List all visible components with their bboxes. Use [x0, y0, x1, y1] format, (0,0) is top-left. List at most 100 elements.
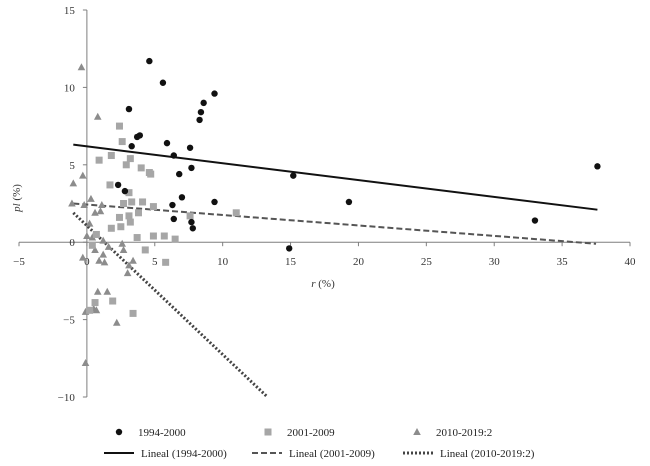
point-square — [125, 212, 133, 220]
point-triangle — [91, 208, 99, 216]
point-circle — [159, 79, 167, 86]
point-square — [109, 297, 117, 305]
x-tick-label: 35 — [557, 256, 569, 268]
point-circle — [163, 139, 171, 147]
point-square — [126, 218, 134, 226]
x-tick-label: 30 — [489, 256, 501, 268]
point-square — [125, 189, 133, 197]
point-square — [115, 122, 123, 130]
point-triangle — [99, 250, 107, 258]
point-square — [141, 246, 149, 254]
legend-marker-circle — [115, 428, 123, 436]
point-circle — [121, 187, 129, 195]
y-tick-label: −5 — [63, 315, 75, 327]
point-triangle — [79, 171, 87, 179]
point-circle — [178, 194, 186, 201]
point-square — [137, 164, 145, 172]
point-triangle — [125, 261, 133, 269]
tick-labels: −5 0 5 10 15 20 25 30 35 40 −10 −5 0 5 10 15 — [13, 5, 636, 404]
legend: 1994-2000 2001-2009 2010-2019:2 Lineal (199… — [104, 427, 535, 460]
point-circle — [176, 170, 183, 178]
point-square — [133, 234, 141, 242]
point-triangle — [68, 199, 76, 207]
point-triangle — [79, 253, 87, 261]
point-circle — [186, 144, 194, 151]
legend-marker-square — [264, 428, 272, 436]
point-circle — [200, 99, 207, 107]
point-circle — [136, 132, 144, 139]
point-triangle — [119, 245, 128, 253]
point-circle — [114, 181, 122, 189]
point-square — [171, 235, 179, 243]
point-square — [107, 152, 115, 160]
y-tick-label: 0 — [69, 237, 75, 249]
point-circle — [290, 172, 297, 179]
legend-label: 2010-2019:2 — [436, 427, 492, 439]
point-square — [126, 155, 134, 163]
point-square — [186, 212, 194, 220]
point-triangle — [93, 112, 102, 120]
point-square — [88, 241, 96, 249]
point-triangle — [69, 179, 78, 187]
point-square — [107, 224, 115, 232]
point-square — [128, 198, 136, 206]
point-circle — [169, 201, 176, 209]
x-axis-title: r (%) — [311, 278, 335, 290]
point-circle — [125, 105, 133, 113]
point-triangle — [112, 318, 121, 326]
x-tick-label: 0 — [84, 256, 90, 268]
point-circle — [594, 163, 601, 170]
point-square — [115, 213, 123, 221]
trendline-1 — [73, 143, 598, 211]
point-square — [162, 258, 170, 266]
point-circle — [197, 108, 205, 116]
point-triangle — [100, 258, 109, 266]
point-square — [149, 232, 157, 240]
point-square — [95, 156, 103, 164]
point-square — [134, 209, 142, 217]
legend-label: Lineal (2001-2009) — [289, 448, 375, 460]
point-triangle — [103, 287, 112, 295]
point-triangle — [85, 219, 94, 227]
point-circle — [345, 198, 353, 206]
point-circle — [531, 217, 539, 224]
point-square — [122, 161, 130, 169]
point-triangle — [104, 242, 113, 250]
legend-label: Lineal (2010-2019:2) — [440, 448, 535, 460]
point-triangle — [95, 256, 103, 264]
y-axis-title: pl (%) — [11, 184, 23, 213]
point-square — [232, 209, 240, 217]
point-circle — [211, 90, 218, 97]
point-square — [120, 200, 128, 207]
y-tick-label: −10 — [58, 392, 76, 404]
point-triangle — [98, 201, 106, 209]
point-triangle — [99, 236, 107, 244]
point-square — [147, 170, 155, 178]
legend-label: 1994-2000 — [138, 427, 186, 439]
point-triangle — [96, 207, 105, 215]
point-triangle — [87, 194, 95, 202]
trendline-2 — [73, 202, 597, 245]
point-circle — [170, 215, 177, 223]
data-points — [68, 57, 601, 366]
x-tick-label: −5 — [13, 256, 25, 268]
point-triangle — [92, 306, 101, 314]
point-triangle — [77, 63, 86, 71]
point-circle — [146, 57, 153, 65]
point-circle — [211, 198, 218, 206]
x-tick-label: 5 — [152, 256, 158, 268]
point-square — [91, 299, 99, 307]
point-square — [117, 223, 125, 231]
point-circle — [285, 245, 293, 252]
point-circle — [188, 218, 195, 226]
point-square — [139, 198, 147, 206]
point-triangle — [83, 232, 91, 240]
point-square — [86, 306, 94, 314]
chart-axes — [18, 9, 631, 398]
point-circle — [196, 116, 203, 124]
point-triangle — [123, 269, 132, 277]
trendlines — [72, 143, 598, 399]
point-square — [118, 138, 126, 146]
legend-marker-triangle — [413, 428, 421, 435]
